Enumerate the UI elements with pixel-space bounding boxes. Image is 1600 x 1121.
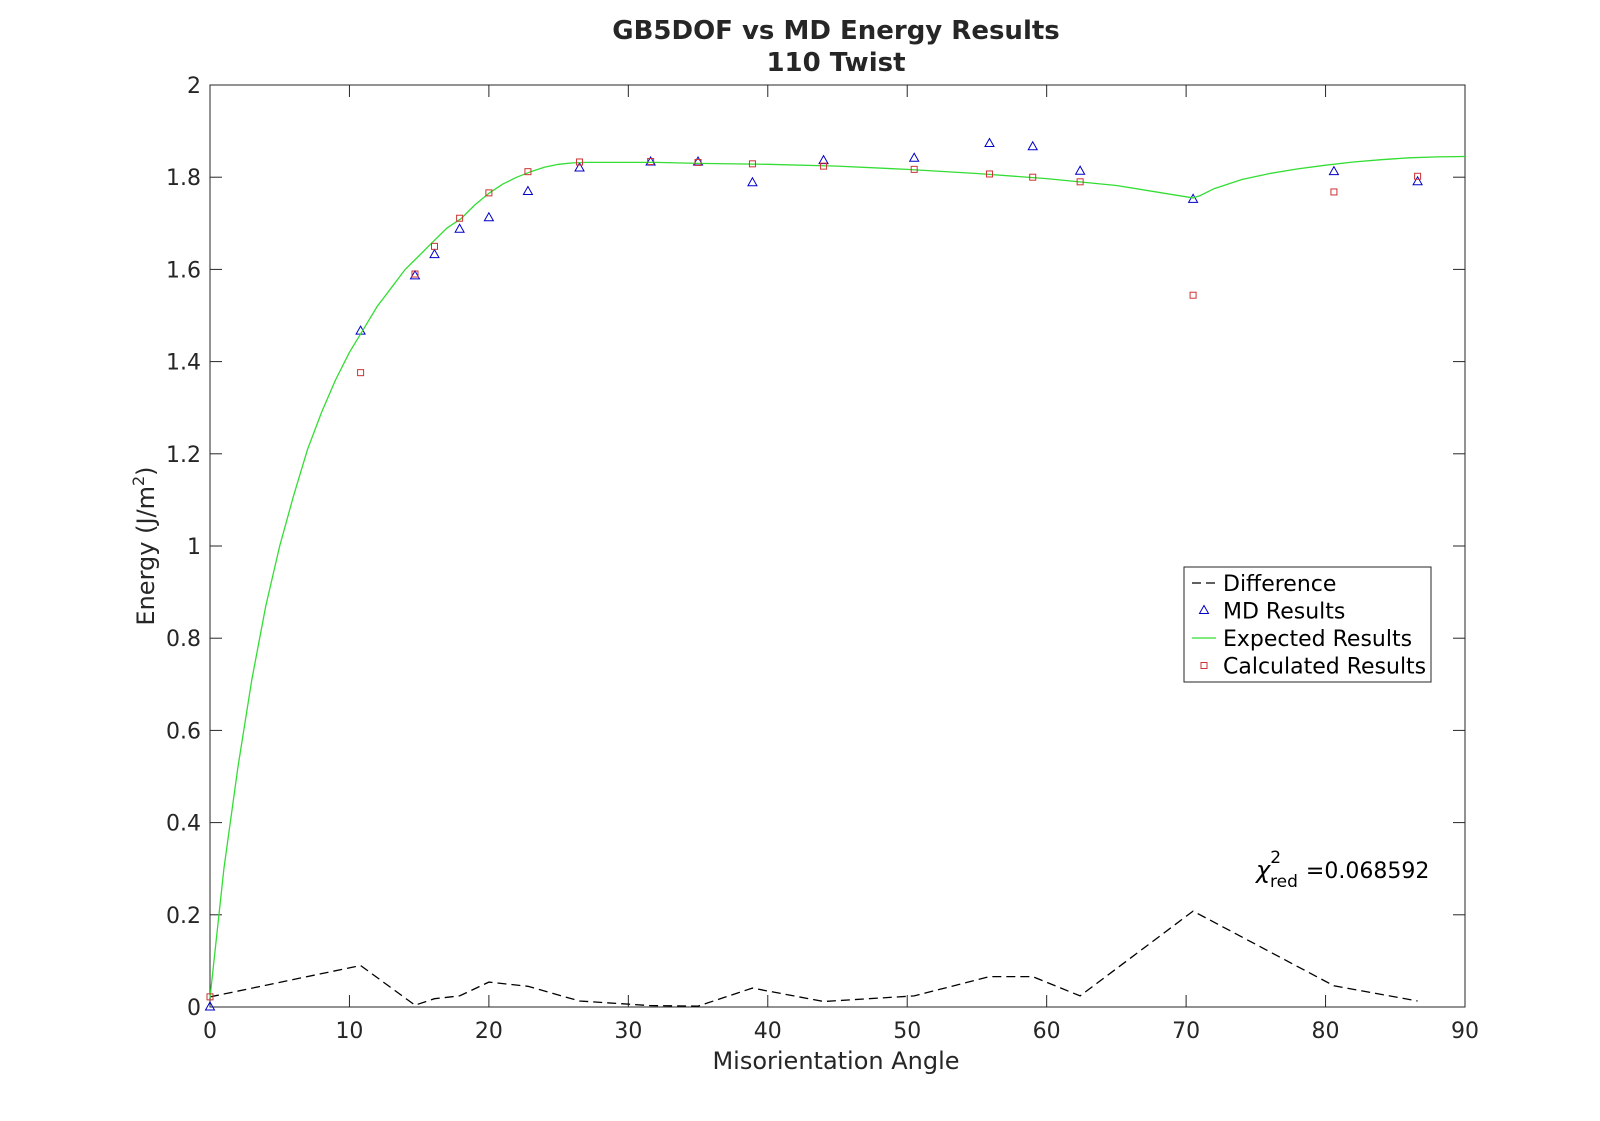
calculated-point (411, 270, 419, 278)
x-tick-label: 50 (893, 1019, 921, 1044)
chart-subtitle: 110 Twist (766, 48, 905, 78)
plot-area: 0 10 20 30 40 50 60 70 80 90 0 0.2 0.4 0.6 0.8 1 1.2 1.4… (166, 74, 1479, 1044)
calculated-point (1330, 188, 1338, 196)
x-axis: 0 10 20 30 40 50 60 70 80 90 (203, 85, 1479, 1044)
y-tick-label: 0.2 (166, 904, 201, 929)
y-tick-label: 1.2 (166, 443, 201, 468)
x-axis-label: Misorientation Angle (712, 1047, 959, 1075)
chi-sup: 2 (1270, 848, 1281, 868)
legend-item: Difference (1192, 572, 1336, 597)
x-tick-label: 60 (1033, 1019, 1061, 1044)
legend-label: Calculated Results (1223, 655, 1426, 680)
y-tick-label: 0.8 (166, 627, 201, 652)
y-axis-label-close: ) (132, 466, 160, 475)
md-point (409, 269, 421, 280)
md-point (1074, 165, 1086, 175)
series-calculated-results (206, 158, 1422, 1001)
x-tick-label: 40 (754, 1019, 782, 1044)
calculated-point (647, 158, 655, 166)
series-line (209, 910, 1418, 1007)
md-point (483, 211, 495, 222)
series-line (209, 155, 1466, 998)
calculated-point (485, 189, 493, 197)
calculated-point (357, 369, 365, 377)
calculated-point (456, 214, 464, 222)
legend-item: Expected Results (1192, 627, 1412, 652)
y-tick-label: 0 (187, 996, 201, 1021)
y-axis-label-sup: 2 (129, 476, 148, 486)
md-point (818, 154, 829, 165)
y-axis-label-text: Energy (J/m (132, 486, 160, 626)
calculated-point (910, 165, 918, 173)
y-tick-label: 0.6 (166, 719, 201, 744)
y-tick-label: 2 (187, 74, 201, 99)
calculated-point (431, 242, 439, 250)
chi-value: =0.068592 (1306, 859, 1429, 884)
legend-label: Expected Results (1223, 627, 1412, 652)
y-axis: 0 0.2 0.4 0.6 0.8 1 1.2 1.4 1.6 1.8 2 (166, 74, 1465, 1021)
legend-swatch (1200, 662, 1208, 669)
calculated-point (1029, 173, 1037, 181)
chi-square-annotation: χ2 red =0.068592 (1254, 848, 1429, 892)
series-difference (209, 910, 1418, 1007)
md-point (1187, 193, 1199, 203)
md-point (204, 1000, 216, 1011)
y-axis-label: Energy (J/m2) (129, 466, 160, 625)
legend-label: MD Results (1223, 600, 1345, 625)
series-layer (204, 137, 1466, 1011)
x-tick-label: 90 (1451, 1019, 1479, 1044)
legend-swatch (1198, 604, 1210, 614)
calculated-point (1076, 178, 1084, 186)
calculated-point (1414, 172, 1422, 180)
calculated-point (524, 168, 532, 176)
x-tick-label: 80 (1312, 1019, 1340, 1044)
x-tick-label: 0 (203, 1019, 217, 1044)
md-point (454, 223, 465, 233)
md-point (1328, 165, 1340, 176)
md-point (1412, 175, 1423, 186)
y-tick-label: 1.4 (166, 351, 201, 376)
x-tick-label: 70 (1172, 1019, 1200, 1044)
md-point (522, 185, 534, 195)
calculated-point (694, 158, 702, 166)
y-tick-label: 1 (187, 535, 201, 560)
md-point (1027, 140, 1039, 151)
y-tick-label: 0.4 (166, 812, 201, 837)
legend-item: Calculated Results (1200, 655, 1426, 680)
md-point (747, 176, 758, 187)
chi-sub: red (1270, 872, 1298, 892)
legend-item: MD Results (1198, 600, 1345, 625)
md-point (908, 152, 920, 162)
md-point (574, 161, 585, 172)
calculated-point (576, 158, 584, 166)
md-point (984, 137, 995, 148)
legend-box (1183, 566, 1432, 683)
y-tick-label: 1.6 (166, 258, 201, 283)
calculated-point (748, 160, 756, 168)
calculated-point (985, 170, 993, 178)
series-expected-results (209, 155, 1466, 998)
calculated-point (206, 993, 214, 1001)
calculated-point (1189, 291, 1197, 299)
x-tick-label: 30 (614, 1019, 642, 1044)
x-tick-label: 10 (335, 1019, 363, 1044)
legend-label: Difference (1223, 572, 1336, 597)
y-tick-label: 1.8 (166, 166, 201, 191)
plot-frame (209, 84, 1466, 1008)
md-point (429, 248, 440, 259)
x-tick-label: 20 (475, 1019, 503, 1044)
chi-symbol: χ (1254, 856, 1271, 884)
calculated-point (820, 162, 828, 170)
chart-title: GB5DOF vs MD Energy Results (612, 16, 1060, 46)
